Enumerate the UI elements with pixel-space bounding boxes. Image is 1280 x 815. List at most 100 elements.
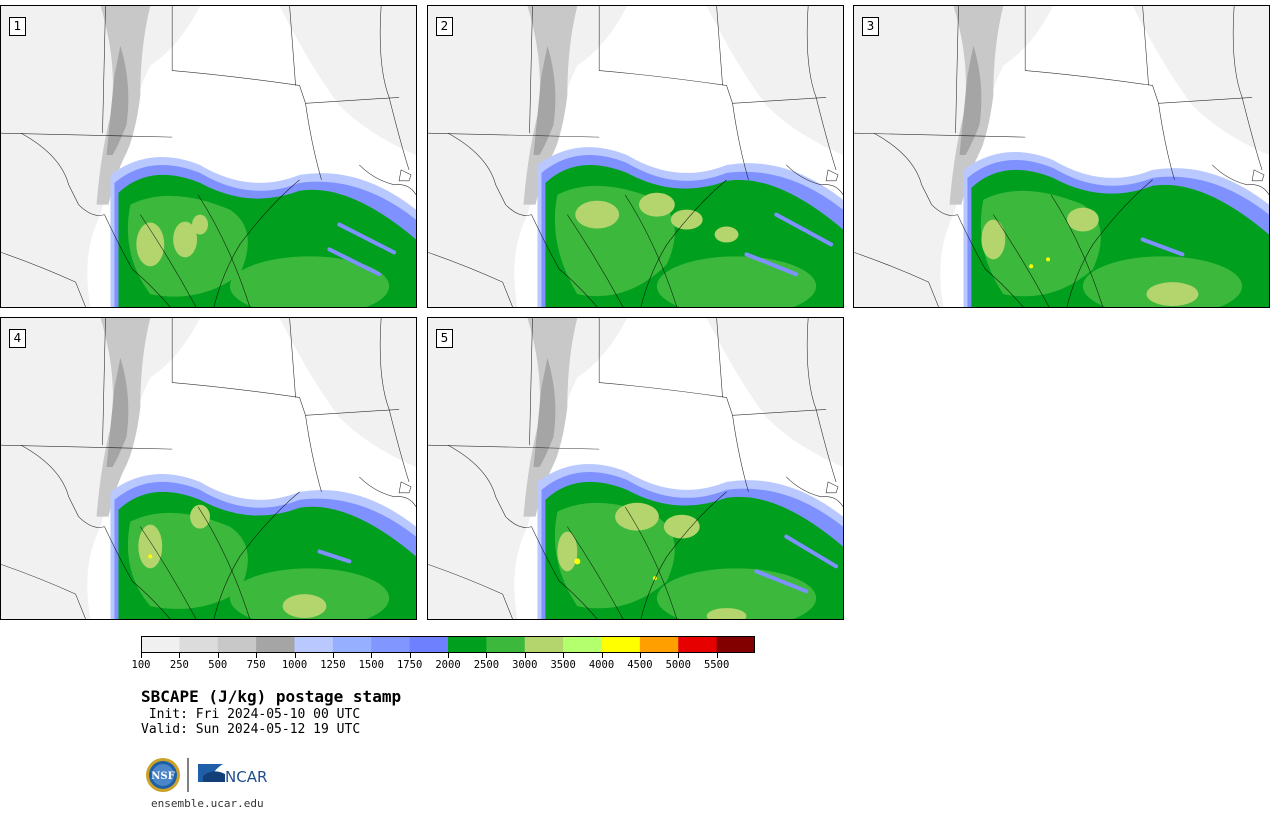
cape-olive-patch	[663, 514, 700, 539]
ensemble-member-panel-2: 2	[427, 5, 844, 308]
colorbar-tick-label: 4000	[588, 659, 615, 671]
state-border-line	[806, 6, 837, 171]
cape-low-region	[428, 6, 628, 307]
colorbar-tick-label: 4500	[627, 659, 653, 671]
ncar-logo-icon: NCAR	[198, 764, 267, 786]
state-border-line	[398, 481, 412, 494]
state-border-line	[428, 252, 513, 307]
state-border-line	[732, 97, 827, 104]
ensemble-member-panel-4: 4	[0, 317, 417, 620]
cape-darkgray-band	[533, 357, 556, 468]
cape-lightgreen-region	[229, 568, 390, 619]
state-border-line	[825, 481, 839, 494]
state-border-line	[1025, 70, 1159, 104]
state-border-line	[104, 526, 171, 619]
colorbar-tick-label: 500	[208, 659, 228, 671]
state-border-line	[567, 526, 624, 619]
state-border-line	[1066, 179, 1153, 307]
state-border-line	[289, 318, 296, 398]
colorbar-swatch	[371, 636, 411, 653]
cape-olive-patch	[706, 608, 747, 619]
state-border-line	[716, 318, 723, 398]
panel-number: 2	[436, 17, 453, 36]
colorbar-tick	[524, 653, 526, 658]
state-border-line	[624, 506, 678, 619]
state-border-line	[993, 214, 1050, 307]
cape-low-region	[1132, 6, 1269, 156]
cape-yellow-spot	[148, 554, 153, 559]
state-border-line	[1158, 97, 1253, 104]
cape-olive-patch	[557, 531, 578, 572]
colorbar-tick-label: 100	[131, 659, 151, 671]
colorbar-tick	[601, 653, 603, 658]
state-border-line	[104, 214, 171, 307]
valid-time: Valid: Sun 2024-05-12 19 UTC	[141, 722, 361, 737]
state-border-line	[640, 491, 727, 619]
panel-number: 5	[436, 329, 453, 348]
cape-low-region	[706, 6, 843, 156]
cape-olive-patch	[575, 200, 620, 229]
colorbar-tick	[179, 653, 181, 658]
state-border-line	[172, 382, 306, 416]
ncar-logo-text: NCAR	[225, 768, 267, 786]
state-border-line	[305, 103, 322, 180]
state-border-line	[379, 6, 410, 171]
state-border-line	[447, 444, 532, 528]
colorbar-swatch	[716, 636, 755, 653]
cape-low-region	[279, 6, 416, 156]
sbcape-map	[428, 6, 843, 307]
state-border-line	[599, 70, 733, 104]
panel-number: 4	[9, 329, 26, 348]
colorbar-tick-label: 1500	[358, 659, 384, 671]
colorbar-tick-label: 5000	[665, 659, 691, 671]
colorbar-tick	[639, 653, 641, 658]
cape-low-region	[1, 318, 201, 619]
panel-number: 3	[862, 17, 879, 36]
state-border-line	[102, 6, 106, 134]
cape-olive-patch	[981, 219, 1006, 260]
colorbar-swatch	[563, 636, 602, 653]
state-border-line	[806, 318, 837, 483]
colorbar-swatch	[332, 636, 372, 653]
cape-blue-streak	[784, 534, 839, 569]
colorbar-tick-label: 5500	[703, 659, 730, 671]
cape-olive-patch	[138, 524, 163, 569]
colorbar-swatch	[524, 636, 564, 653]
state-border-line	[197, 506, 251, 619]
cape-low-region	[279, 318, 416, 468]
nsf-logo-icon: NSF	[146, 758, 180, 792]
colorbar-swatch	[179, 636, 219, 653]
colorbar-tick-label: 1250	[320, 659, 346, 671]
state-border-line	[957, 214, 1024, 307]
cape-darkgray-band	[533, 45, 556, 156]
cape-low-region	[706, 318, 843, 468]
cape-yellow-spot	[574, 558, 581, 565]
cape-yellow-spot	[1029, 264, 1034, 269]
cape-blue-streak	[754, 569, 809, 594]
state-border-line	[531, 214, 598, 307]
colorbar-tick	[563, 653, 565, 658]
state-border-line	[529, 318, 533, 446]
cape-lightgreen-region	[229, 256, 390, 307]
state-border-line	[359, 164, 416, 195]
chart-title: SBCAPE (J/kg) postage stamp	[141, 687, 402, 706]
cape-blue-streak	[317, 549, 352, 564]
state-border-line	[1251, 169, 1265, 182]
sbcape-map	[854, 6, 1269, 307]
state-border-line	[955, 6, 959, 134]
cape-lightgreen-region	[656, 256, 817, 307]
sbcape-map	[1, 6, 416, 307]
cape-darkgray-band	[959, 45, 982, 156]
colorbar-tick	[448, 653, 449, 658]
state-border-line	[197, 194, 251, 307]
state-border-line	[567, 214, 624, 307]
cape-olive-patch	[1066, 207, 1099, 232]
state-border-line	[289, 6, 296, 86]
colorbar-tick	[486, 653, 488, 658]
state-border-line	[599, 382, 733, 416]
colorbar-swatch	[141, 636, 180, 653]
state-border-line	[531, 526, 598, 619]
state-border-line	[854, 252, 939, 307]
state-border-line	[20, 132, 105, 216]
state-border-line	[102, 318, 106, 446]
